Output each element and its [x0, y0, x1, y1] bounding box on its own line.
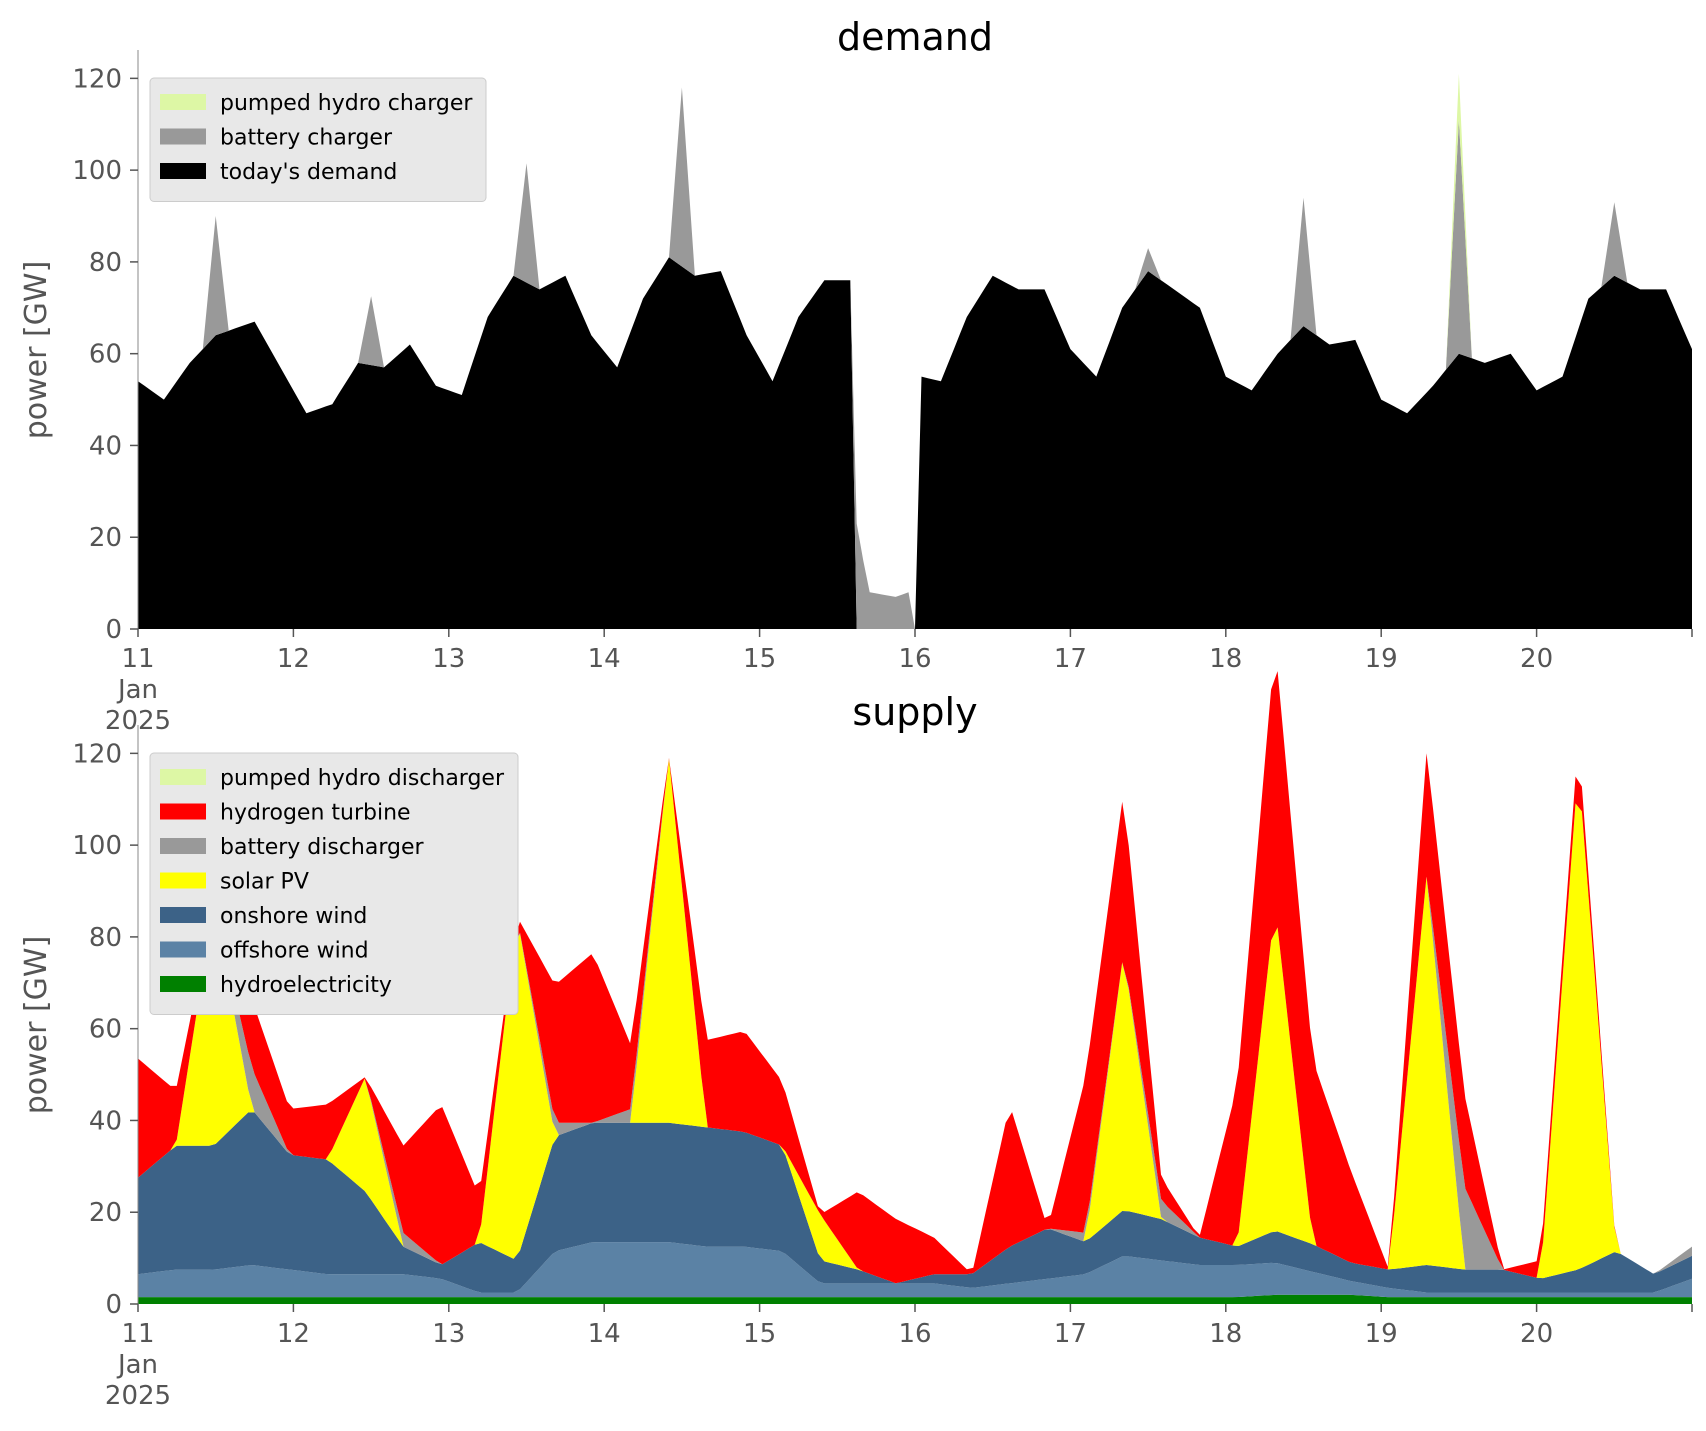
x-tick-label: 18 — [1209, 1319, 1242, 1349]
legend-label-today-s-demand: today's demand — [220, 160, 397, 185]
y-tick-label: 0 — [105, 1290, 122, 1320]
legend-label-pumped-hydro-discharger: pumped hydro discharger — [220, 766, 505, 791]
x-tick-label: 11 — [121, 1319, 154, 1349]
legend-label-hydrogen-turbine: hydrogen turbine — [220, 801, 411, 826]
x-tick-label: 14 — [588, 1319, 621, 1349]
area-battery-charger — [138, 87, 1692, 629]
legend-label-hydroelectricity: hydroelectricity — [220, 973, 392, 998]
x-tick-label: 16 — [898, 1319, 931, 1349]
x-tick-label: 17 — [1054, 1319, 1087, 1349]
area-solar-pv — [138, 758, 1692, 1284]
x-tick-label: 13 — [432, 1319, 465, 1349]
demand-ylabel: power [GW] — [19, 261, 54, 440]
area-today-s-demand — [138, 257, 1692, 629]
x-tick-label: Jan — [116, 675, 158, 705]
legend-swatch-onshore-wind — [160, 907, 206, 923]
x-tick-label: 13 — [432, 644, 465, 674]
supply-ylabel: power [GW] — [19, 936, 54, 1115]
legend-swatch-pumped-hydro-charger — [160, 94, 206, 110]
legend-swatch-offshore-wind — [160, 941, 206, 958]
x-tick-label: 15 — [743, 644, 776, 674]
legend-swatch-battery-charger — [160, 128, 206, 145]
y-tick-label: 20 — [89, 1198, 122, 1228]
legend-box — [149, 752, 519, 1015]
legend-label-pumped-hydro-charger: pumped hydro charger — [220, 91, 473, 116]
x-tick-label: 15 — [743, 1319, 776, 1349]
supply-areas — [137, 671, 1692, 1304]
demand-areas — [137, 50, 1692, 630]
area-offshore-wind — [138, 1242, 1692, 1298]
legend-label-offshore-wind: offshore wind — [220, 939, 369, 964]
legend-swatch-solar-pv — [160, 872, 206, 889]
legend-swatch-hydroelectricity — [160, 976, 206, 992]
y-tick-label: 40 — [89, 431, 122, 461]
y-tick-label: 0 — [105, 615, 122, 645]
legend-box — [149, 77, 487, 202]
x-tick-label: Jan — [116, 1350, 158, 1380]
y-tick-label: 60 — [89, 340, 122, 370]
x-tick-label: 2025 — [105, 1381, 171, 1411]
legend-label-battery-discharger: battery discharger — [220, 835, 425, 860]
legend-swatch-hydrogen-turbine — [160, 803, 206, 820]
x-tick-label: 20 — [1520, 1319, 1553, 1349]
legend-swatch-pumped-hydro-discharger — [160, 769, 206, 785]
area-hydroelectricity — [138, 1294, 1692, 1304]
x-tick-label: 18 — [1209, 644, 1242, 674]
y-tick-label: 80 — [89, 923, 122, 953]
demand-title: demand — [837, 15, 993, 59]
x-tick-label: 19 — [1365, 1319, 1398, 1349]
y-tick-label: 100 — [72, 831, 122, 861]
x-tick-label: 19 — [1365, 644, 1398, 674]
legend-swatch-battery-discharger — [160, 838, 206, 854]
y-tick-label: 80 — [89, 248, 122, 278]
x-tick-label: 14 — [588, 644, 621, 674]
x-tick-label: 12 — [277, 644, 310, 674]
supply-y-ticks: 0 20 40 60 80 100 120 — [72, 739, 138, 1320]
demand-y-ticks: 0 20 40 60 80 100 120 — [72, 64, 138, 645]
y-tick-label: 100 — [72, 156, 122, 186]
x-tick-label: 17 — [1054, 644, 1087, 674]
legend-label-solar-pv: solar PV — [220, 870, 309, 895]
area-onshore-wind — [138, 1112, 1692, 1293]
area-hydrogen-turbine — [138, 671, 1692, 1284]
demand-legend: pumped hydro charger battery charger today… — [149, 77, 487, 202]
legend-label-battery-charger: battery charger — [220, 126, 393, 151]
y-tick-label: 60 — [89, 1015, 122, 1045]
legend-label-onshore-wind: onshore wind — [220, 904, 367, 929]
x-tick-label: 20 — [1520, 644, 1553, 674]
x-tick-label: 16 — [898, 644, 931, 674]
y-tick-label: 120 — [72, 739, 122, 769]
supply-title: supply — [852, 690, 977, 734]
x-tick-label: 12 — [277, 1319, 310, 1349]
supply-legend: pumped hydro discharger hydrogen turbine b… — [149, 752, 519, 1015]
y-tick-label: 40 — [89, 1106, 122, 1136]
legend-swatch-today-s-demand — [160, 163, 206, 179]
y-tick-label: 120 — [72, 64, 122, 94]
x-tick-label: 11 — [121, 644, 154, 674]
y-tick-label: 20 — [89, 523, 122, 553]
